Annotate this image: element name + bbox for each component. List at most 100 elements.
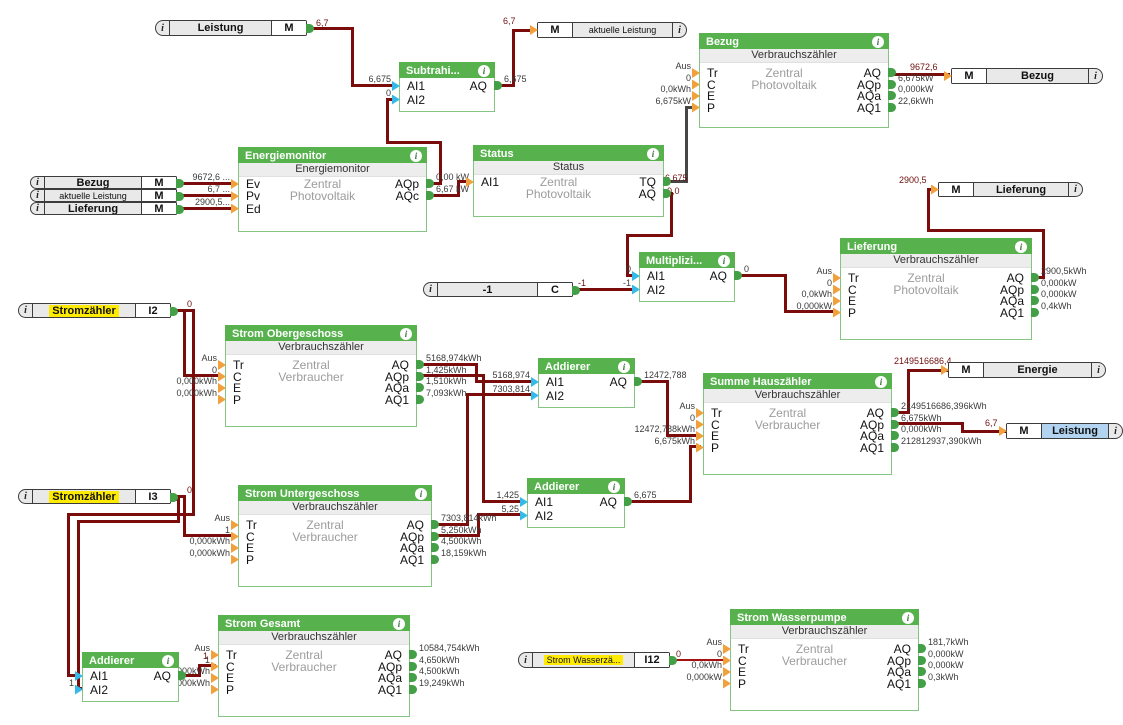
block-subtrahierer[interactable]: Subtrahi... i AI1 AQ AI2: [392, 62, 502, 112]
output-port[interactable]: [409, 650, 417, 659]
output-port[interactable]: [426, 191, 434, 201]
output-port[interactable]: [624, 497, 632, 506]
block-strom-obergeschoss[interactable]: Strom Obergeschoss i Verbrauchszähler Tr Zen…: [218, 325, 424, 427]
wire-segment[interactable]: [178, 181, 236, 185]
output-port[interactable]: [888, 68, 896, 77]
wire-segment[interactable]: [625, 273, 635, 277]
marker-bezug-out[interactable]: M Bezug i: [944, 68, 1103, 84]
marker-output-port[interactable]: [572, 285, 580, 295]
output-port[interactable]: [494, 81, 502, 90]
input-port[interactable]: [833, 307, 841, 318]
marker-input-port[interactable]: [530, 25, 538, 35]
block-lieferung[interactable]: Lieferung i Verbrauchszähler Tr Zentral AQ C Ph…: [833, 238, 1039, 340]
marker-aktuelle-leistung-in[interactable]: i aktuelle Leistung M: [30, 189, 184, 202]
wire-segment[interactable]: [783, 309, 836, 313]
wire-segment[interactable]: [178, 193, 236, 197]
block-strom-untergeschoss[interactable]: Strom Untergeschoss i Verbrauchszähler Tr Ze…: [231, 485, 439, 587]
wire-segment[interactable]: [197, 663, 201, 677]
info-icon[interactable]: i: [478, 65, 490, 77]
marker-strom-wasserzaehler-i12[interactable]: i Strom Wasserzä... I12: [518, 652, 677, 668]
input-port[interactable]: [218, 383, 226, 393]
wire-segment[interactable]: [926, 187, 930, 232]
wire-segment[interactable]: [191, 308, 195, 516]
wire-segment[interactable]: [684, 105, 688, 183]
input-port[interactable]: [211, 673, 219, 683]
wire-segment[interactable]: [889, 410, 910, 414]
wire-segment[interactable]: [621, 499, 692, 503]
wire-segment[interactable]: [474, 379, 534, 383]
input-port[interactable]: [723, 667, 731, 677]
output-port[interactable]: [918, 644, 926, 653]
wire-segment[interactable]: [430, 533, 480, 537]
wire-segment[interactable]: [171, 494, 186, 498]
marker-input-port[interactable]: [999, 426, 1007, 436]
wire-segment[interactable]: [456, 179, 460, 197]
input-port[interactable]: [833, 284, 841, 295]
block-addierer-1[interactable]: Addierer i AI1 AQ AI2: [531, 358, 642, 408]
wire-segment[interactable]: [66, 512, 195, 516]
wire-segment[interactable]: [465, 392, 534, 396]
output-port[interactable]: [416, 394, 424, 404]
block-strom-wasserpumpe[interactable]: Strom Wasserpumpe i Verbrauchszähler Tr Zent…: [723, 609, 926, 711]
input-port[interactable]: [211, 650, 219, 660]
wire-segment[interactable]: [476, 512, 523, 516]
wire-segment[interactable]: [307, 26, 354, 30]
wire-segment[interactable]: [481, 373, 485, 503]
info-icon[interactable]: i: [400, 328, 412, 340]
wire-segment[interactable]: [182, 494, 186, 537]
info-icon[interactable]: i: [162, 655, 174, 667]
input-port[interactable]: [231, 531, 239, 542]
output-port[interactable]: [1031, 273, 1039, 282]
input-port[interactable]: [218, 371, 226, 382]
input-port[interactable]: [531, 377, 539, 387]
input-port[interactable]: [218, 394, 226, 405]
wire-segment[interactable]: [182, 533, 234, 537]
output-port[interactable]: [431, 543, 439, 552]
input-port[interactable]: [833, 296, 841, 306]
wire-segment[interactable]: [425, 193, 460, 197]
wire-segment[interactable]: [197, 663, 216, 667]
marker-output-port[interactable]: [669, 656, 677, 665]
marker-output-port[interactable]: [176, 178, 184, 188]
wire-segment[interactable]: [76, 519, 80, 690]
marker-input-port[interactable]: [944, 71, 952, 81]
info-icon[interactable]: i: [647, 148, 659, 160]
wire-segment[interactable]: [350, 26, 354, 87]
output-port[interactable]: [416, 371, 424, 381]
output-port[interactable]: [409, 673, 417, 682]
output-port[interactable]: [431, 531, 439, 541]
wire-segment[interactable]: [481, 499, 523, 503]
input-port[interactable]: [392, 81, 400, 91]
wire-segment[interactable]: [1041, 228, 1045, 279]
input-port[interactable]: [231, 543, 239, 553]
output-port[interactable]: [1031, 307, 1039, 317]
output-port[interactable]: [888, 79, 896, 89]
marker-leistung-in[interactable]: i Leistung M: [155, 20, 314, 36]
input-port[interactable]: [696, 419, 704, 430]
wire-segment[interactable]: [177, 673, 201, 677]
output-port[interactable]: [416, 360, 424, 369]
wire-segment[interactable]: [66, 673, 78, 677]
wire-segment[interactable]: [182, 373, 221, 377]
marker-output-port[interactable]: [176, 204, 184, 214]
output-port[interactable]: [891, 419, 899, 429]
wire-segment[interactable]: [575, 287, 635, 291]
input-port[interactable]: [231, 179, 239, 189]
input-port[interactable]: [531, 390, 539, 401]
output-port[interactable]: [1031, 284, 1039, 294]
marker-output-port[interactable]: [170, 492, 178, 502]
wire-segment[interactable]: [889, 421, 964, 425]
info-icon[interactable]: i: [393, 618, 405, 630]
input-port[interactable]: [392, 94, 400, 105]
wire-segment[interactable]: [385, 140, 442, 144]
input-port[interactable]: [833, 273, 841, 283]
wire-segment[interactable]: [688, 444, 701, 448]
wire-segment[interactable]: [415, 373, 485, 377]
wire-segment[interactable]: [625, 233, 629, 277]
marker-energie-out[interactable]: M Energie i: [941, 362, 1106, 378]
wire-segment[interactable]: [670, 659, 727, 661]
wire-segment[interactable]: [665, 433, 701, 437]
input-port[interactable]: [231, 191, 239, 202]
info-icon[interactable]: i: [718, 255, 730, 267]
wire-segment[interactable]: [688, 444, 692, 503]
